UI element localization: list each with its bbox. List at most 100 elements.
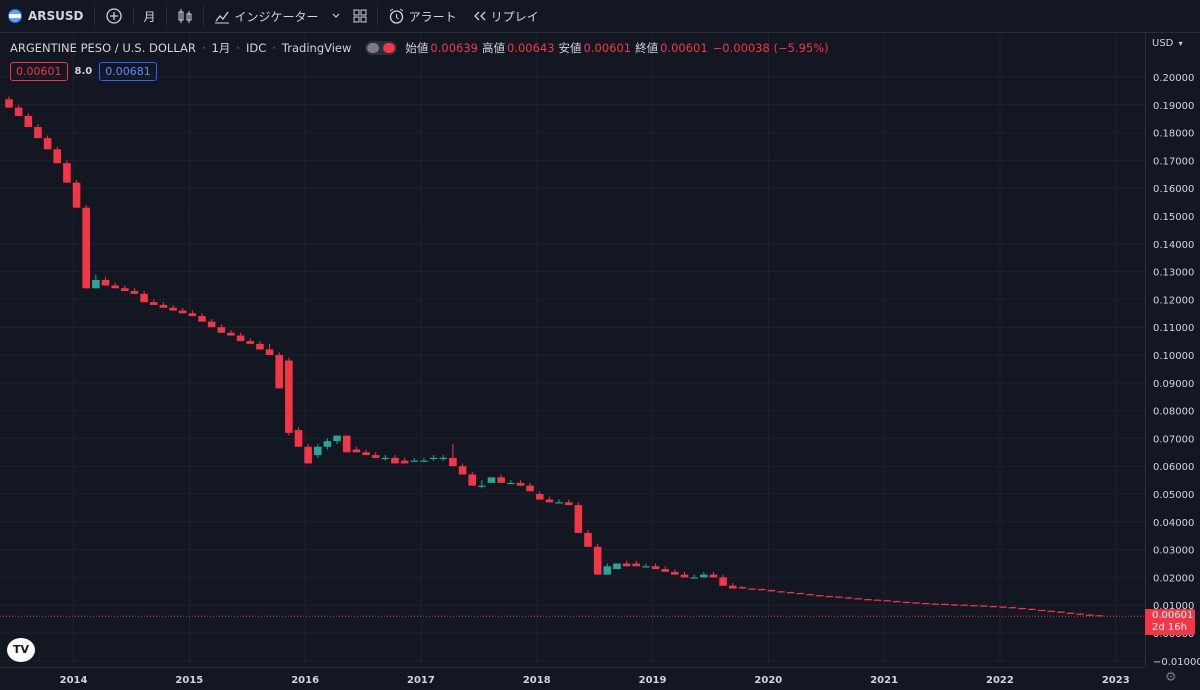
candle-body bbox=[352, 449, 361, 453]
candle bbox=[989, 605, 998, 608]
legend-provider: TradingView bbox=[281, 41, 352, 55]
candle-body bbox=[487, 477, 496, 483]
layout-button[interactable] bbox=[345, 0, 375, 32]
indicators-button[interactable]: インジケーター bbox=[206, 0, 327, 32]
interval-button[interactable]: 月 bbox=[136, 0, 164, 32]
price-axis-ticks: 0.20000 0.19000 0.18000 0.17000 0.16000 0.150… bbox=[1153, 73, 1200, 667]
candle bbox=[893, 600, 901, 603]
candle bbox=[950, 604, 959, 606]
time-tick-label: 2018 bbox=[523, 675, 551, 686]
toolbar-divider bbox=[132, 6, 134, 26]
candle-body bbox=[680, 574, 689, 578]
gear-icon[interactable]: ⚙ bbox=[1165, 670, 1177, 685]
candle-body bbox=[1047, 610, 1055, 612]
candle-body bbox=[555, 502, 563, 504]
candle-body bbox=[371, 455, 380, 458]
candle bbox=[593, 544, 602, 575]
candle-body bbox=[140, 293, 148, 303]
candle bbox=[1018, 607, 1027, 610]
argentina-flag-icon bbox=[8, 9, 22, 23]
open-value: 0.00639 bbox=[430, 41, 478, 55]
candle bbox=[844, 597, 853, 599]
candle-body bbox=[545, 499, 554, 503]
buy-button[interactable]: 0.00681 bbox=[99, 62, 157, 81]
candle bbox=[921, 602, 930, 605]
candle bbox=[941, 603, 949, 606]
compare-button[interactable] bbox=[97, 0, 131, 32]
candle bbox=[63, 160, 71, 183]
candle-body bbox=[439, 457, 448, 460]
candle bbox=[835, 596, 843, 598]
candle bbox=[236, 332, 245, 342]
price-tick-label: 0.03000 bbox=[1153, 546, 1194, 557]
candle-body bbox=[825, 596, 834, 598]
time-tick-label: 2014 bbox=[60, 675, 88, 686]
candle bbox=[101, 277, 110, 286]
sell-button[interactable]: 0.00601 bbox=[10, 62, 68, 81]
candle-body bbox=[1076, 613, 1084, 615]
time-axis[interactable]: 2014 2015 2016 2017 2018 2019 2020 2021 2022 2023 bbox=[0, 667, 1145, 690]
candle-body bbox=[844, 597, 853, 599]
candle-body bbox=[149, 302, 158, 305]
candle bbox=[970, 604, 978, 607]
chart-pane[interactable] bbox=[0, 33, 1145, 667]
candle-body bbox=[1037, 609, 1046, 612]
candle bbox=[53, 146, 62, 164]
price-tick-label: 0.17000 bbox=[1153, 156, 1194, 167]
candle bbox=[304, 443, 312, 464]
candle-body bbox=[757, 589, 766, 591]
chart-type-button[interactable] bbox=[169, 0, 201, 32]
candle-body bbox=[883, 600, 891, 602]
price-tick-label: 0.13000 bbox=[1153, 268, 1194, 279]
price-axis[interactable]: 0.20000 0.19000 0.18000 0.17000 0.16000 0.150… bbox=[1145, 33, 1200, 667]
candle-body bbox=[236, 335, 245, 342]
candle bbox=[584, 530, 592, 547]
candle bbox=[748, 587, 756, 590]
candle bbox=[314, 443, 322, 458]
candle bbox=[227, 329, 235, 336]
candle bbox=[169, 304, 177, 311]
candle-body bbox=[854, 598, 862, 600]
candle-body bbox=[14, 107, 23, 116]
currency-selector[interactable]: USD ▾ bbox=[1152, 38, 1183, 49]
candle bbox=[468, 471, 476, 486]
currency-label: USD bbox=[1152, 38, 1174, 49]
alert-button[interactable]: アラート bbox=[380, 0, 465, 32]
candle-body bbox=[497, 477, 505, 483]
candle bbox=[429, 455, 438, 461]
candle bbox=[642, 563, 650, 568]
price-tick-label: −0.01000 bbox=[1153, 657, 1200, 667]
candle bbox=[902, 601, 911, 604]
candle-body bbox=[294, 430, 303, 447]
candle-body bbox=[130, 291, 139, 294]
tradingview-logo-icon[interactable]: TV bbox=[7, 638, 35, 662]
candle bbox=[671, 569, 679, 575]
candle bbox=[92, 274, 100, 289]
indicators-label: インジケーター bbox=[234, 9, 319, 24]
candle-body bbox=[275, 355, 283, 389]
candle-body bbox=[323, 441, 332, 447]
candle-body bbox=[410, 460, 419, 462]
candle bbox=[487, 477, 496, 483]
candle bbox=[777, 591, 785, 593]
price-tick-label: 0.01000 bbox=[1153, 601, 1194, 612]
symbol-search-button[interactable]: ARSUSD bbox=[0, 0, 92, 32]
candle-body bbox=[478, 485, 486, 487]
price-tick-label: 0.20000 bbox=[1153, 73, 1194, 84]
candle bbox=[410, 457, 419, 462]
top-toolbar: ARSUSD 月 インジケーター アラート リプレイ bbox=[0, 0, 1200, 33]
indicators-dropdown[interactable] bbox=[327, 0, 345, 32]
market-status-toggle[interactable] bbox=[365, 41, 398, 55]
candle bbox=[362, 449, 370, 456]
candle-body bbox=[613, 563, 621, 570]
candle-body bbox=[632, 563, 641, 567]
candle bbox=[14, 104, 23, 116]
candle-body bbox=[671, 571, 679, 575]
time-tick-label: 2022 bbox=[986, 675, 1014, 686]
replay-button[interactable]: リプレイ bbox=[465, 0, 547, 32]
candle bbox=[1028, 608, 1036, 611]
candle bbox=[294, 427, 303, 447]
candle-body bbox=[342, 435, 351, 453]
candle bbox=[507, 480, 515, 485]
candle-body bbox=[314, 446, 322, 456]
